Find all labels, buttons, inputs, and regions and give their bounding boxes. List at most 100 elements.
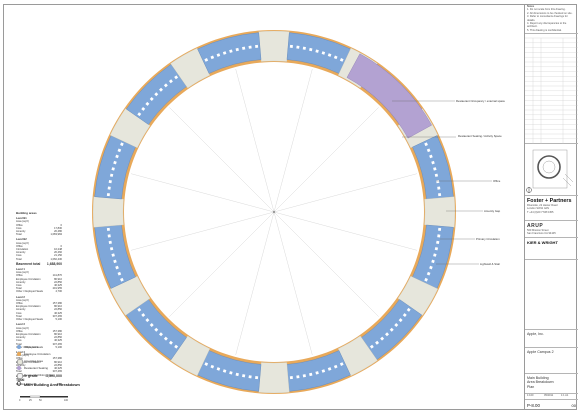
office-segment [197,32,262,74]
schedule-level: Level 1 Area (sq ft) Office 141,870 Emplo… [16,268,62,294]
restaurant-zone [346,53,432,139]
row-value: 307,465 [52,342,62,346]
corridor-marker [111,253,115,257]
construction-line [273,211,418,251]
core-block [424,196,456,228]
sheet-size: 1:1 A1 [561,394,569,397]
corridor-marker [315,371,319,375]
schedule-group: Level B2 Area (sq ft) Office 0 Circulatio… [16,238,62,260]
corridor-marker [117,271,122,276]
row-label: Total [16,314,22,318]
corridor-marker [137,307,142,312]
drawing-no-row: P-8.00 00 [525,400,578,410]
row-value: 20,480 [54,230,62,234]
centre-point [272,210,276,214]
efficiency-value: 68% [56,382,62,386]
row-label: Core [16,226,22,230]
swatch-label: Amenities Area [24,359,43,363]
corridor-marker [242,46,246,50]
corridor-marker [289,376,293,380]
corridor-marker [204,362,209,366]
corridor-marker [433,253,437,257]
corridor-marker [141,313,146,318]
callout-label: Restaurant Occupancy / external space [456,99,505,103]
row-value: 5,100 [55,345,63,349]
row-value: 16,248 [54,248,62,252]
row-value: 0 [60,223,62,227]
title-box: Main Building Area Breakdown Plan [525,374,578,394]
row-label: Office [16,357,23,360]
corridor-marker [398,318,403,323]
row-value: 22,850 [54,363,62,367]
key-plan [525,144,578,196]
corridor-marker [242,374,246,378]
corridor-marker [113,160,117,165]
row-value: 22,850 [54,280,62,284]
corridor-marker [229,371,233,375]
row-label: Office [16,329,23,333]
swatch-circulation [17,352,21,356]
address-line: London SW11 4AN [527,207,550,211]
corridor-marker [216,53,221,57]
row-value: 141,870 [52,274,62,278]
swatch-restaurant-dining [17,373,23,379]
row-label: Amenity [16,230,26,234]
row-label: Amenity [16,280,26,284]
contractor-logo: KIER & WRIGHT [527,240,558,245]
architect-box: Foster + Partners Riverside, 22 Hester R… [525,196,578,221]
row-label: Area (sq ft) [16,326,29,330]
note-line: 1. Do not scale from this drawing. [527,8,566,12]
row-label: Employee Circulation [16,360,41,364]
core-block [109,275,151,316]
note-line: 3. Refer to consultants drawings for det… [527,15,568,22]
corridor-marker [255,376,259,380]
construction-line [235,211,275,356]
corridor-marker [149,323,154,327]
construction-line [130,173,275,213]
scale-row: 1:100 05/2011 1:1 A1 [525,394,578,400]
core-block [258,362,290,394]
corridor-marker [434,173,439,177]
row-value: 0 [60,244,62,248]
row-value: 157,380 [52,329,62,333]
row-value: 80,910 [54,360,62,364]
corridor-marker [327,367,332,371]
corridor-marker [109,173,114,177]
contractor-box: KIER & WRIGHT [525,238,578,260]
row-label: Core [16,254,22,258]
row-label: Amenity [16,251,26,255]
construction-line [273,211,379,317]
corridor-marker [309,372,313,377]
corridor-marker [163,83,168,88]
corridor-marker [339,58,344,62]
construction-line [130,211,275,251]
core-block [397,275,439,316]
row-label: Total [16,343,21,346]
corridor-marker [107,186,111,190]
row-value: 46,325 [54,366,62,370]
corridor-marker [255,44,259,48]
total-label: Basement total [16,261,41,266]
level-title: Level 3 [16,323,25,327]
row-label: Area (sq ft) [16,271,29,275]
schedule-group: Level B1 Area (sq ft) Office 0 Core 17,830… [16,217,62,236]
row-label: Core [16,311,22,315]
row-value: 80,910 [54,305,62,309]
title-line: Area Breakdown [527,380,554,385]
construction-line [273,107,379,213]
corridor-marker [437,234,441,238]
corridor-marker [426,271,431,276]
row-value: 157,380 [52,302,62,306]
row-value: 1,083,984 [50,233,62,237]
row-value: 80,910 [54,277,62,281]
note-line: 5. This drawing is confidential. [527,28,562,32]
corridor-marker [141,106,146,111]
core-block [170,47,211,89]
corridor-marker [309,47,313,52]
row-value: 46,325 [54,339,62,343]
corridor-marker [437,186,441,190]
schedule-level: Level 3 Area (sq ft) Office 157,380 Emplo… [16,323,62,349]
swatch-restaurant-seating [17,366,21,370]
corridor-marker [302,374,306,378]
row-value: 80,910 [54,332,62,336]
